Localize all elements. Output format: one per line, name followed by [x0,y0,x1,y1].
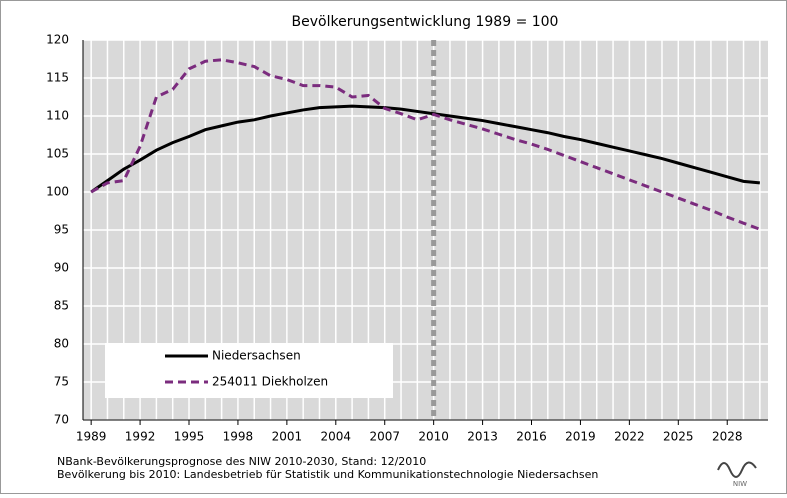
y-tick-label: 85 [54,299,69,313]
x-tick-label: 2019 [565,430,596,444]
x-tick-label: 2001 [272,430,303,444]
y-tick-label: 75 [54,375,69,389]
y-tick-label: 80 [54,337,69,351]
y-tick-label: 105 [46,147,69,161]
y-tick-label: 90 [54,261,69,275]
x-tick-label: 1989 [76,430,107,444]
logo-text: NIW [733,480,747,488]
x-tick-label: 2013 [467,430,498,444]
x-tick-label: 2010 [418,430,449,444]
x-tick-label: 1992 [125,430,156,444]
legend-label: 254011 Diekholzen [212,375,328,389]
footnote: NBank-Bevölkerungsprognose des NIW 2010-… [57,455,426,468]
x-tick-label: 2025 [663,430,694,444]
y-tick-label: 100 [46,185,69,199]
series-line [90,104,760,194]
footnote: Bevölkerung bis 2010: Landesbetrieb für … [57,468,598,481]
x-tick-label: 2007 [369,430,400,444]
x-tick-label: 1995 [174,430,205,444]
legend-label: Niedersachsen [212,349,301,363]
y-tick-label: 110 [46,109,69,123]
x-tick-label: 2028 [712,430,743,444]
logo [717,461,757,478]
y-tick-label: 95 [54,223,69,237]
y-tick-label: 120 [46,33,69,47]
x-tick-label: 2004 [321,430,352,444]
x-tick-label: 2016 [516,430,547,444]
series-line [90,58,761,231]
x-tick-label: 1998 [223,430,254,444]
y-tick-label: 115 [46,71,69,85]
chart-title: Bevölkerungsentwicklung 1989 = 100 [292,14,559,30]
y-tick-label: 70 [54,413,69,427]
logo-mark [717,461,757,478]
legend [105,343,393,398]
x-tick-label: 2022 [614,430,645,444]
